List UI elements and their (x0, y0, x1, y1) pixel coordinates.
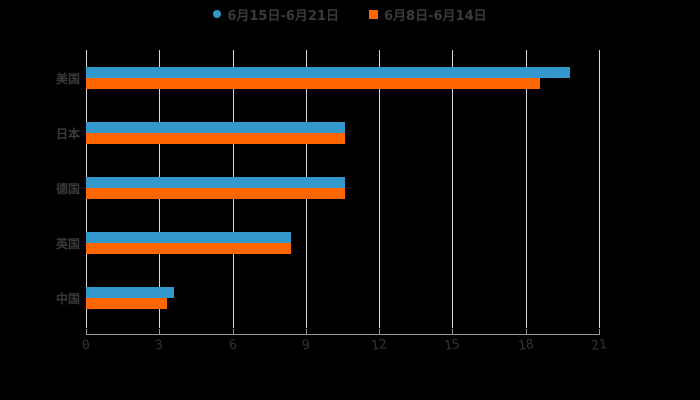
gridline (525, 50, 527, 328)
bar[interactable] (86, 188, 345, 199)
legend-label: 6月15日-6月21日 (227, 8, 340, 24)
bar[interactable] (86, 232, 292, 243)
bar[interactable] (86, 67, 570, 78)
x-tick (525, 329, 527, 335)
x-tick-label: 18 (516, 336, 535, 355)
x-tick (232, 329, 234, 335)
x-tick-label: 15 (443, 336, 462, 355)
x-tick-label: 3 (154, 337, 165, 354)
x-tick (86, 329, 87, 335)
bar[interactable] (86, 177, 345, 188)
x-tick (452, 329, 454, 335)
category-label: 中国 (55, 292, 80, 306)
x-tick-label: 6 (227, 337, 238, 354)
gridline (379, 50, 381, 328)
bar[interactable] (86, 243, 292, 254)
bar[interactable] (86, 287, 174, 298)
legend-label: 6月8日-6月14日 (384, 8, 487, 24)
legend: 6月15日-6月21日 6月8日-6月14日 (0, 4, 700, 24)
x-tick-label: 0 (81, 337, 91, 354)
category-label: 日本 (55, 127, 80, 141)
bar[interactable] (86, 122, 345, 133)
legend-item-series-2[interactable]: 6月8日-6月14日 (369, 5, 487, 24)
x-tick-label: 9 (300, 337, 311, 354)
x-tick-label: 21 (590, 336, 608, 355)
legend-marker-orange-icon (369, 9, 379, 19)
x-axis (86, 334, 600, 335)
x-tick (379, 329, 381, 335)
legend-item-series-1[interactable]: 6月15日-6月21日 (213, 5, 339, 24)
gridline (599, 50, 600, 328)
x-tick (305, 329, 307, 335)
bar[interactable] (86, 78, 541, 89)
category-label: 英国 (55, 237, 80, 251)
gridline (452, 50, 454, 328)
bar[interactable] (86, 133, 345, 144)
legend-marker-blue-icon (213, 10, 222, 18)
x-tick (159, 329, 161, 335)
x-tick-label: 12 (370, 336, 388, 355)
category-label: 德国 (55, 182, 80, 196)
bar[interactable] (86, 298, 167, 309)
x-tick (599, 329, 600, 335)
category-label: 美国 (55, 72, 80, 86)
